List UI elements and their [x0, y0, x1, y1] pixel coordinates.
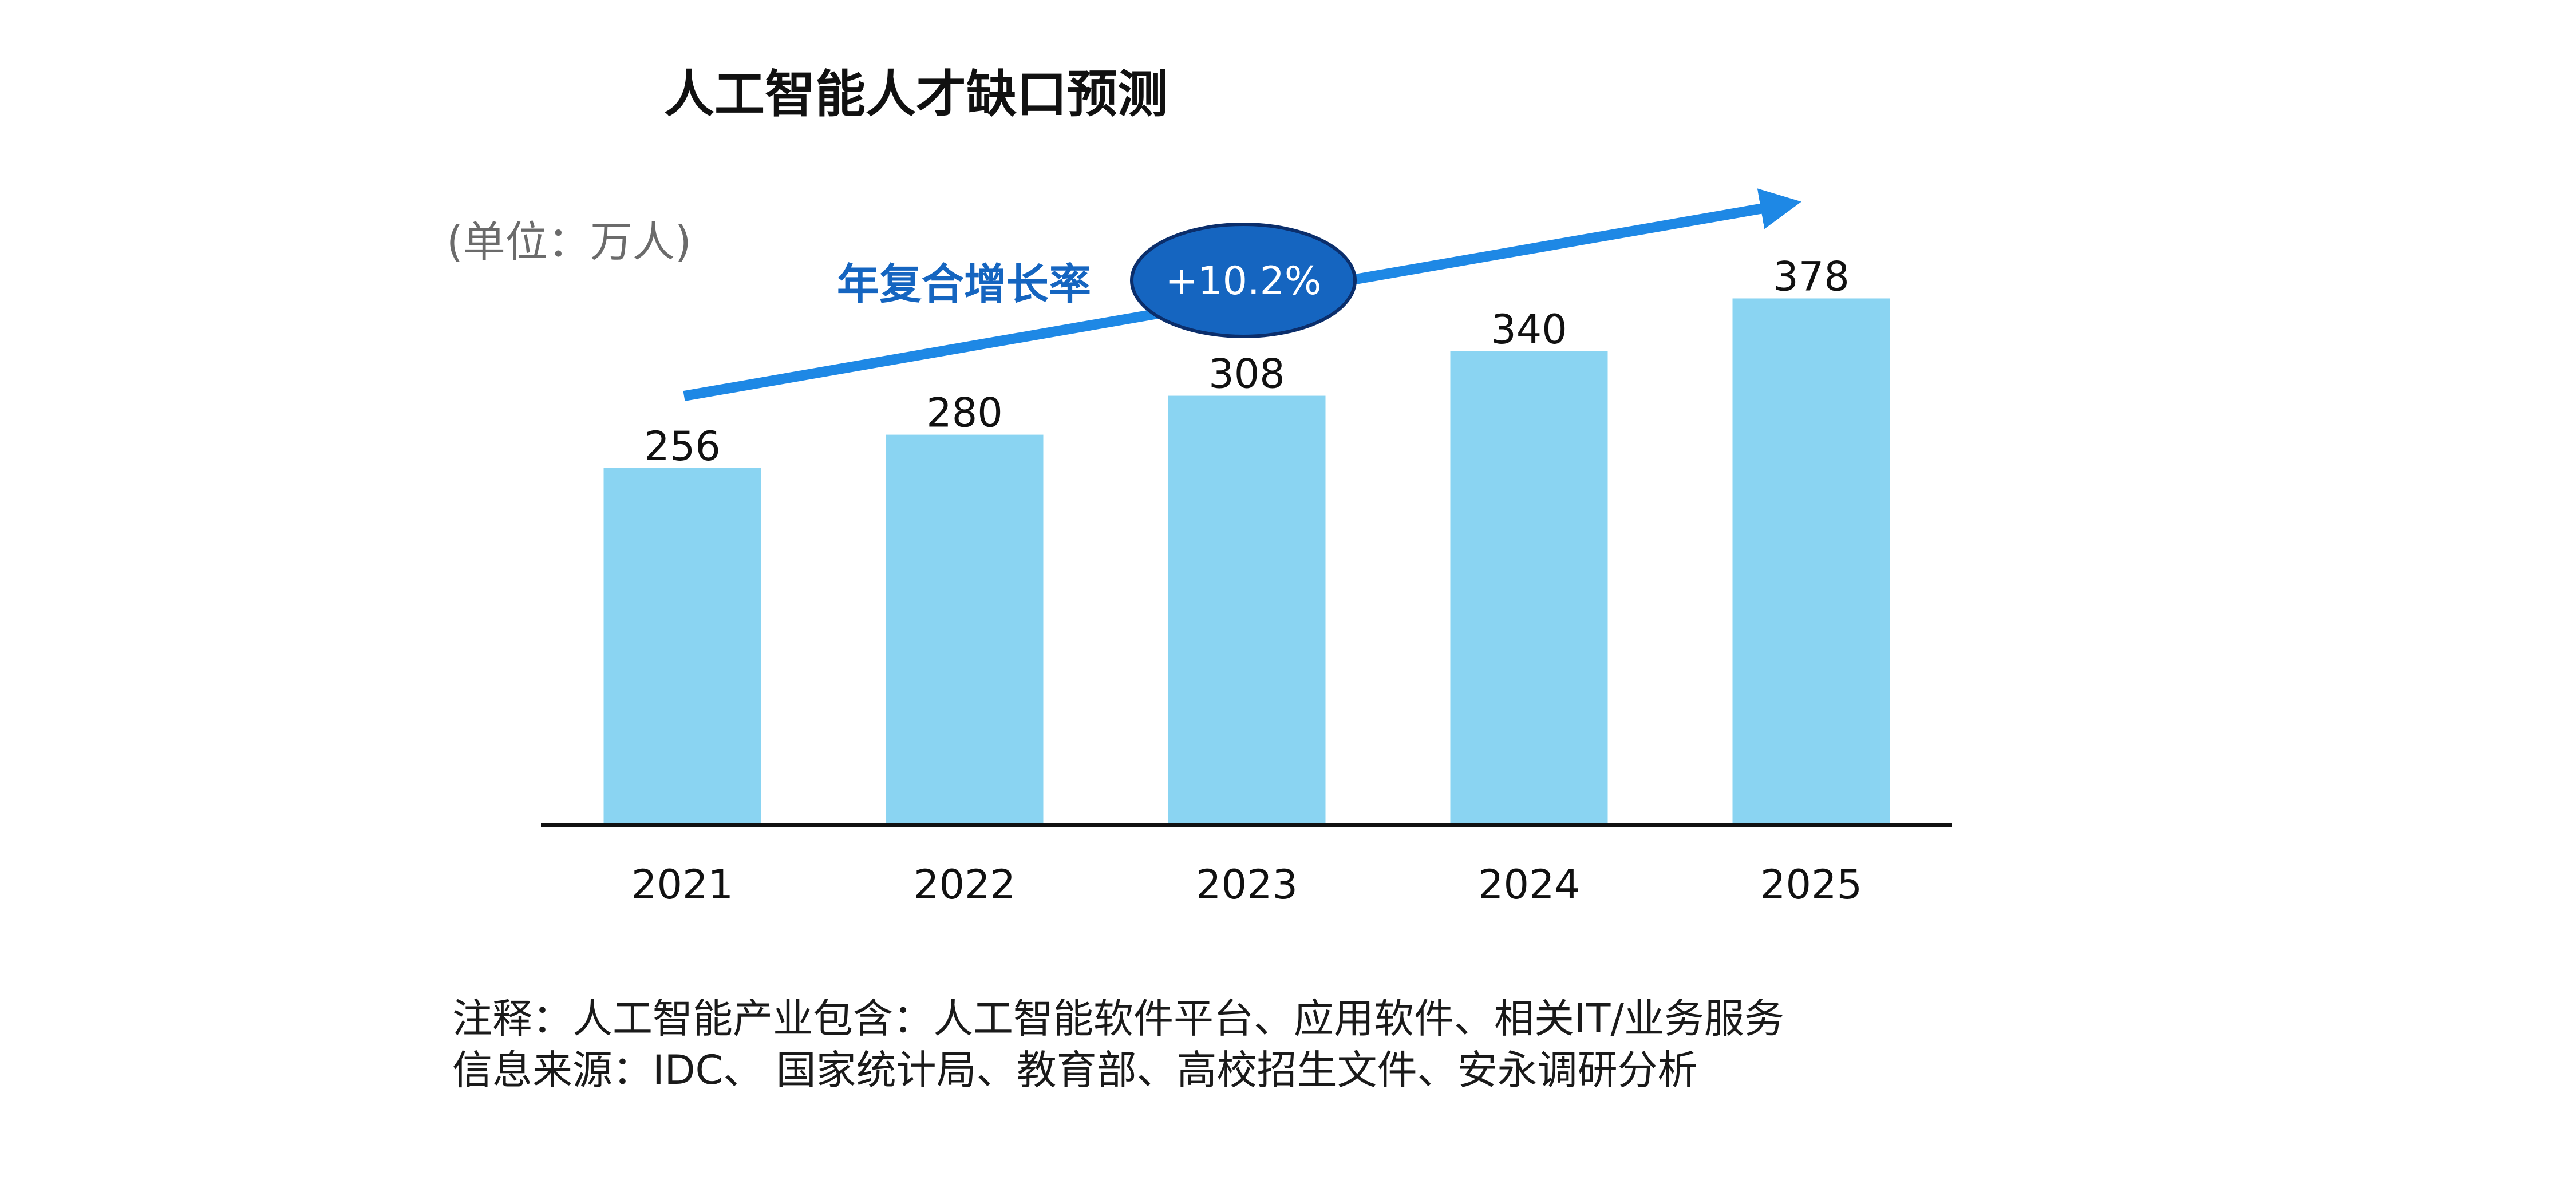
x-tick-2025: 2025 — [1760, 861, 1862, 908]
data-label-2022: 280 — [926, 390, 1003, 437]
chart-title: 人工智能人才缺口预测 — [664, 65, 1168, 124]
unit-label: (单位：万人) — [447, 217, 692, 267]
data-label-2025: 378 — [1773, 253, 1850, 300]
x-tick-2024: 2024 — [1478, 861, 1580, 908]
x-tick-2023: 2023 — [1196, 861, 1298, 908]
note-line: 注释：人工智能产业包含：人工智能软件平台、应用软件、相关IT/业务服务 — [452, 995, 1784, 1042]
x-tick-2022: 2022 — [914, 861, 1016, 908]
bar-2025 — [1732, 298, 1890, 824]
bar-2024 — [1450, 351, 1608, 824]
bar-group — [603, 298, 1890, 824]
cagr-badge-text: +10.2% — [1165, 259, 1322, 304]
data-label-2024: 340 — [1491, 306, 1567, 353]
footnotes: 注释：人工智能产业包含：人工智能软件平台、应用软件、相关IT/业务服务 信息来源… — [452, 993, 1784, 1096]
source-line: 信息来源：IDC、 国家统计局、教育部、高校招生文件、安永调研分析 — [452, 1047, 1698, 1094]
x-tick-2021: 2021 — [631, 861, 733, 908]
cagr-label: 年复合增长率 — [837, 260, 1091, 309]
x-tick-group: 2021 2022 2023 2024 2025 — [631, 861, 1862, 908]
data-label-2021: 256 — [644, 423, 721, 470]
bar-2021 — [603, 468, 761, 824]
bar-2023 — [1168, 395, 1326, 824]
bar-2022 — [886, 434, 1044, 824]
data-label-2023: 308 — [1208, 351, 1285, 398]
cagr-badge — [1130, 223, 1357, 338]
data-label-group: 256 280 308 340 378 — [644, 253, 1850, 469]
